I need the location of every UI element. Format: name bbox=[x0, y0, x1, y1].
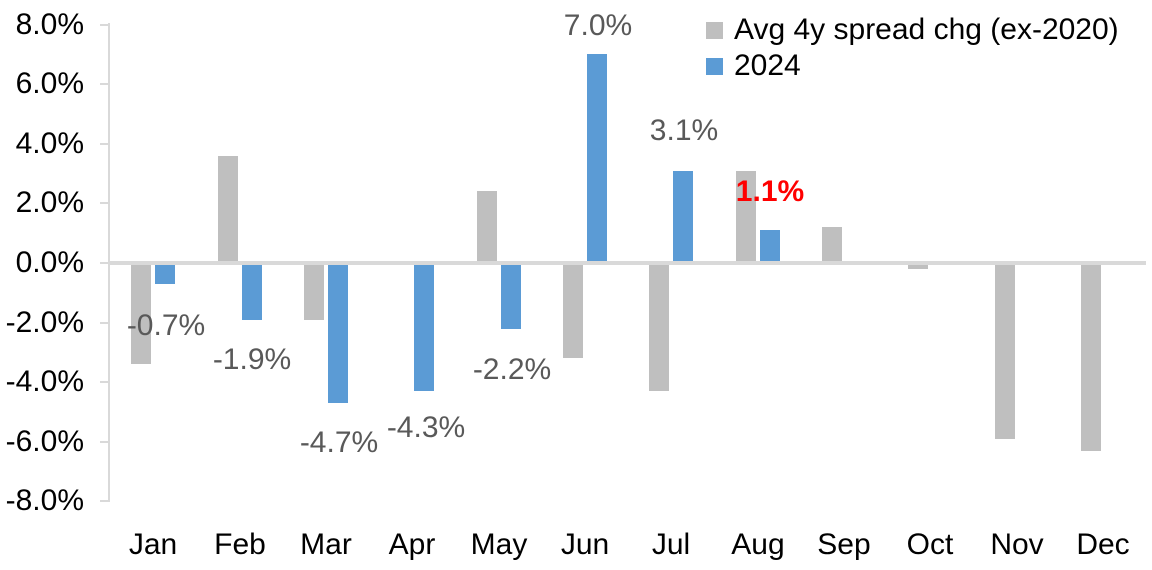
y-tick-label: 0.0% bbox=[15, 246, 84, 279]
x-tick-label-jan: Jan bbox=[128, 528, 178, 561]
x-tick-label-jul: Jul bbox=[651, 528, 691, 561]
bar-apr-2024 bbox=[414, 263, 434, 391]
x-tick-label-oct: Oct bbox=[906, 528, 954, 561]
bar-jun-2024 bbox=[587, 54, 607, 263]
data-label: -4.7% bbox=[299, 426, 379, 459]
data-label: -2.2% bbox=[472, 353, 552, 386]
bar-jul-2024 bbox=[673, 171, 693, 263]
x-tick-label-mar: Mar bbox=[300, 528, 352, 561]
y-tick-label: 4.0% bbox=[15, 127, 84, 160]
data-label: 1.1% bbox=[735, 175, 805, 208]
bar-mar-avg4y bbox=[304, 263, 324, 320]
y-tick-mark bbox=[100, 500, 110, 502]
y-tick-mark bbox=[100, 202, 110, 204]
y-tick-label: 2.0% bbox=[15, 186, 84, 219]
x-tick-label-sep: Sep bbox=[817, 528, 871, 561]
bar-sep-avg4y bbox=[822, 227, 842, 263]
bar-jan-2024 bbox=[155, 263, 175, 284]
data-label: 7.0% bbox=[563, 9, 633, 42]
x-tick-label-dec: Dec bbox=[1076, 528, 1130, 561]
bar-oct-avg4y bbox=[908, 263, 928, 269]
bar-jul-avg4y bbox=[649, 263, 669, 391]
x-tick-label-nov: Nov bbox=[990, 528, 1044, 561]
y-tick-label: -6.0% bbox=[5, 425, 84, 458]
data-label: -1.9% bbox=[212, 343, 292, 376]
y-tick-label: 6.0% bbox=[15, 67, 84, 100]
y-tick-mark bbox=[100, 143, 110, 145]
y-tick-mark bbox=[100, 262, 110, 264]
x-tick-label-feb: Feb bbox=[214, 528, 266, 561]
y-tick-mark bbox=[100, 381, 110, 383]
bar-jan-avg4y bbox=[131, 263, 151, 364]
bar-mar-2024 bbox=[328, 263, 348, 403]
y-tick-mark bbox=[100, 441, 110, 443]
bar-may-2024 bbox=[501, 263, 521, 329]
bar-dec-avg4y bbox=[1081, 263, 1101, 451]
y-tick-label: -8.0% bbox=[5, 484, 84, 517]
y-tick-label: -4.0% bbox=[5, 365, 84, 398]
bar-may-avg4y bbox=[477, 191, 497, 263]
y-tick-mark bbox=[100, 83, 110, 85]
y-tick-label: 8.0% bbox=[15, 8, 84, 41]
data-label: 3.1% bbox=[649, 114, 719, 147]
data-label: -4.3% bbox=[386, 411, 466, 444]
x-tick-label-jun: Jun bbox=[560, 528, 610, 561]
legend-label: Avg 4y spread chg (ex-2020) bbox=[734, 13, 1119, 46]
bar-aug-avg4y bbox=[736, 171, 756, 263]
legend: Avg 4y spread chg (ex-2020) 2024 bbox=[706, 12, 1119, 84]
legend-swatch-gray bbox=[706, 21, 723, 39]
x-tick-label-aug: Aug bbox=[731, 528, 785, 561]
y-tick-mark bbox=[100, 24, 110, 26]
bar-feb-2024 bbox=[242, 263, 262, 320]
legend-label: 2024 bbox=[734, 49, 801, 82]
y-tick-label: -2.0% bbox=[5, 306, 84, 339]
legend-item-2024: 2024 bbox=[706, 48, 1119, 84]
legend-item-avg-4y-spread: Avg 4y spread chg (ex-2020) bbox=[706, 12, 1119, 48]
bar-jun-avg4y bbox=[563, 263, 583, 358]
data-label: -0.7% bbox=[126, 309, 206, 342]
zero-axis-line bbox=[110, 261, 1146, 265]
bar-feb-avg4y bbox=[218, 156, 238, 263]
bar-aug-2024 bbox=[760, 230, 780, 263]
x-tick-label-may: May bbox=[470, 528, 528, 561]
legend-swatch-blue bbox=[706, 57, 723, 75]
y-tick-mark bbox=[100, 322, 110, 324]
bar-nov-avg4y bbox=[995, 263, 1015, 439]
x-tick-label-apr: Apr bbox=[388, 528, 436, 561]
